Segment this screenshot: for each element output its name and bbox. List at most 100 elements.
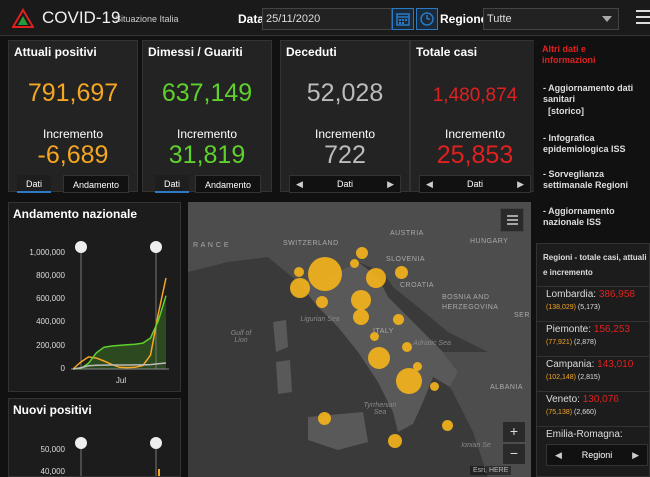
map-legend-button[interactable] <box>500 208 524 232</box>
region-current: (138,029) <box>546 304 576 311</box>
region-row[interactable]: Lombardia: 386,958 (138,029) (5,173) <box>537 286 649 321</box>
tab-andamento[interactable]: Andamento <box>63 175 129 193</box>
trend-plot: Jul <box>71 241 169 385</box>
map-label: Ligurian Sea <box>300 316 340 323</box>
card-increment: 25,853 <box>436 141 514 169</box>
card-title: Attuali positivi <box>14 45 97 59</box>
calendar-icon <box>396 13 410 26</box>
card-tabs: Dati Andamento <box>9 173 137 193</box>
map-bubble[interactable] <box>350 259 359 268</box>
region-row[interactable]: Veneto: 130,076 (75,138) (2,660) <box>537 391 649 426</box>
app-title: COVID-19 <box>42 8 121 27</box>
map-bubble[interactable] <box>366 268 386 288</box>
card-increment-label: Incremento <box>176 127 238 141</box>
national-trend-chart: Andamento nazionale 1,000,000 800,000 60… <box>8 202 181 392</box>
region-total: 386,958 <box>598 289 635 300</box>
card-value: 637,149 <box>161 79 253 107</box>
info-link[interactable]: - Sorveglianza settimanale Regioni <box>543 169 629 190</box>
tab-dati[interactable]: Dati <box>155 175 189 193</box>
map-bubble[interactable] <box>393 314 404 325</box>
map-bubble[interactable] <box>396 368 422 394</box>
map-bubble[interactable] <box>413 362 422 371</box>
menu-button[interactable] <box>636 10 650 26</box>
map-label: Tyrrhenian Sea <box>363 402 397 416</box>
app-subtitle: Situazione Italia <box>115 14 179 24</box>
chevron-left-icon[interactable]: ◀ <box>426 179 433 189</box>
map-bubble[interactable] <box>368 347 390 369</box>
tab-dati[interactable]: Dati <box>17 175 51 193</box>
map-bubble[interactable] <box>351 290 371 310</box>
x-tick-label: Jul <box>116 376 126 385</box>
map-view[interactable]: R A N C E SWITZERLAND AUSTRIA HUNGARY SL… <box>188 202 531 477</box>
region-row[interactable]: Emilia-Romagna: <box>537 426 649 461</box>
map-bubble[interactable] <box>308 257 342 291</box>
chevron-right-icon[interactable]: ▶ <box>517 179 524 189</box>
map-label: HUNGARY <box>470 238 509 245</box>
clock-icon <box>420 12 434 26</box>
map-label: BOSNIA AND <box>442 294 490 301</box>
region-increment: (2,660) <box>574 409 597 416</box>
map-bubble[interactable] <box>370 332 379 341</box>
card-title: Deceduti <box>286 45 337 59</box>
regions-pager: ◀ Regioni ▶ <box>546 444 648 466</box>
map-bubble[interactable] <box>388 434 402 448</box>
region-total: 130,076 <box>582 394 619 405</box>
y-tick-label: 40,000 <box>40 467 65 476</box>
y-tick-label: 600,000 <box>36 294 65 303</box>
chevron-left-icon[interactable]: ◀ <box>296 179 303 189</box>
chevron-right-icon[interactable]: ▶ <box>632 450 639 460</box>
chart-title: Andamento nazionale <box>13 207 138 221</box>
map-label: SLOVENIA <box>386 256 426 263</box>
tab-andamento[interactable]: Andamento <box>195 175 261 193</box>
region-name: Lombardia: <box>546 289 597 300</box>
region-row[interactable]: Piemonte: 156,253 (77,921) (2,878) <box>537 321 649 356</box>
region-total: 156,253 <box>593 324 630 335</box>
range-slider-handle[interactable] <box>75 437 87 449</box>
map-label: R A N C E <box>193 242 230 249</box>
map-label: Gulf of Lion <box>230 330 252 344</box>
zoom-in-button[interactable]: + <box>503 422 525 442</box>
calendar-button[interactable] <box>392 8 414 30</box>
map-bubble[interactable] <box>318 412 331 425</box>
chevron-left-icon[interactable]: ◀ <box>555 450 562 460</box>
map-label: Adriatic Sea <box>413 340 451 347</box>
region-select[interactable]: Tutte <box>483 8 619 30</box>
map-bubble[interactable] <box>353 309 369 325</box>
info-link[interactable]: - Aggiornamento nazionale ISS <box>543 206 615 227</box>
map-label: CROATIA <box>400 282 435 289</box>
region-label: Regione <box>440 12 488 26</box>
region-current: (75,138) <box>546 409 573 416</box>
map-label: SER <box>514 312 530 319</box>
map-label: SWITZERLAND <box>283 240 339 247</box>
time-button[interactable] <box>416 8 438 30</box>
info-link[interactable]: - Infografica epidemiologica ISS <box>543 133 626 154</box>
map-label: Ionian Se <box>461 442 491 449</box>
info-link[interactable]: [storico] <box>548 106 584 116</box>
region-increment: (5,173) <box>577 304 601 311</box>
range-slider-handle[interactable] <box>150 437 162 449</box>
range-slider-handle[interactable] <box>75 241 87 253</box>
map-bubble[interactable] <box>290 278 310 298</box>
series-line <box>72 295 167 370</box>
date-input[interactable]: 25/11/2020 <box>262 8 392 30</box>
region-increment: (2,815) <box>577 374 601 381</box>
map-bubble[interactable] <box>430 382 439 391</box>
map-bubble[interactable] <box>395 266 408 279</box>
card-pager: ◀ Dati ▶ <box>281 173 409 193</box>
region-row[interactable]: Campania: 143,010 (102,148) (2,815) <box>537 356 649 391</box>
info-link[interactable]: - Aggiornamento dati sanitari <box>543 83 634 104</box>
range-slider-handle[interactable] <box>150 241 162 253</box>
map-bubble[interactable] <box>294 267 304 277</box>
map-bubble[interactable] <box>402 342 412 352</box>
y-tick-label: 0 <box>60 364 65 373</box>
date-label: Data <box>238 12 265 26</box>
info-title: Altri dati e informazioni <box>542 44 596 65</box>
card-dimessi-guariti: Dimessi / Guariti 637,149 Incremento 31,… <box>142 40 272 193</box>
region-total: 143,010 <box>597 359 634 370</box>
zoom-out-button[interactable]: − <box>503 444 525 464</box>
regions-panel: Regioni - totale casi, attuali e increme… <box>536 243 650 477</box>
map-bubble[interactable] <box>356 247 368 259</box>
chevron-right-icon[interactable]: ▶ <box>387 179 394 189</box>
map-bubble[interactable] <box>316 296 328 308</box>
map-bubble[interactable] <box>442 420 453 431</box>
